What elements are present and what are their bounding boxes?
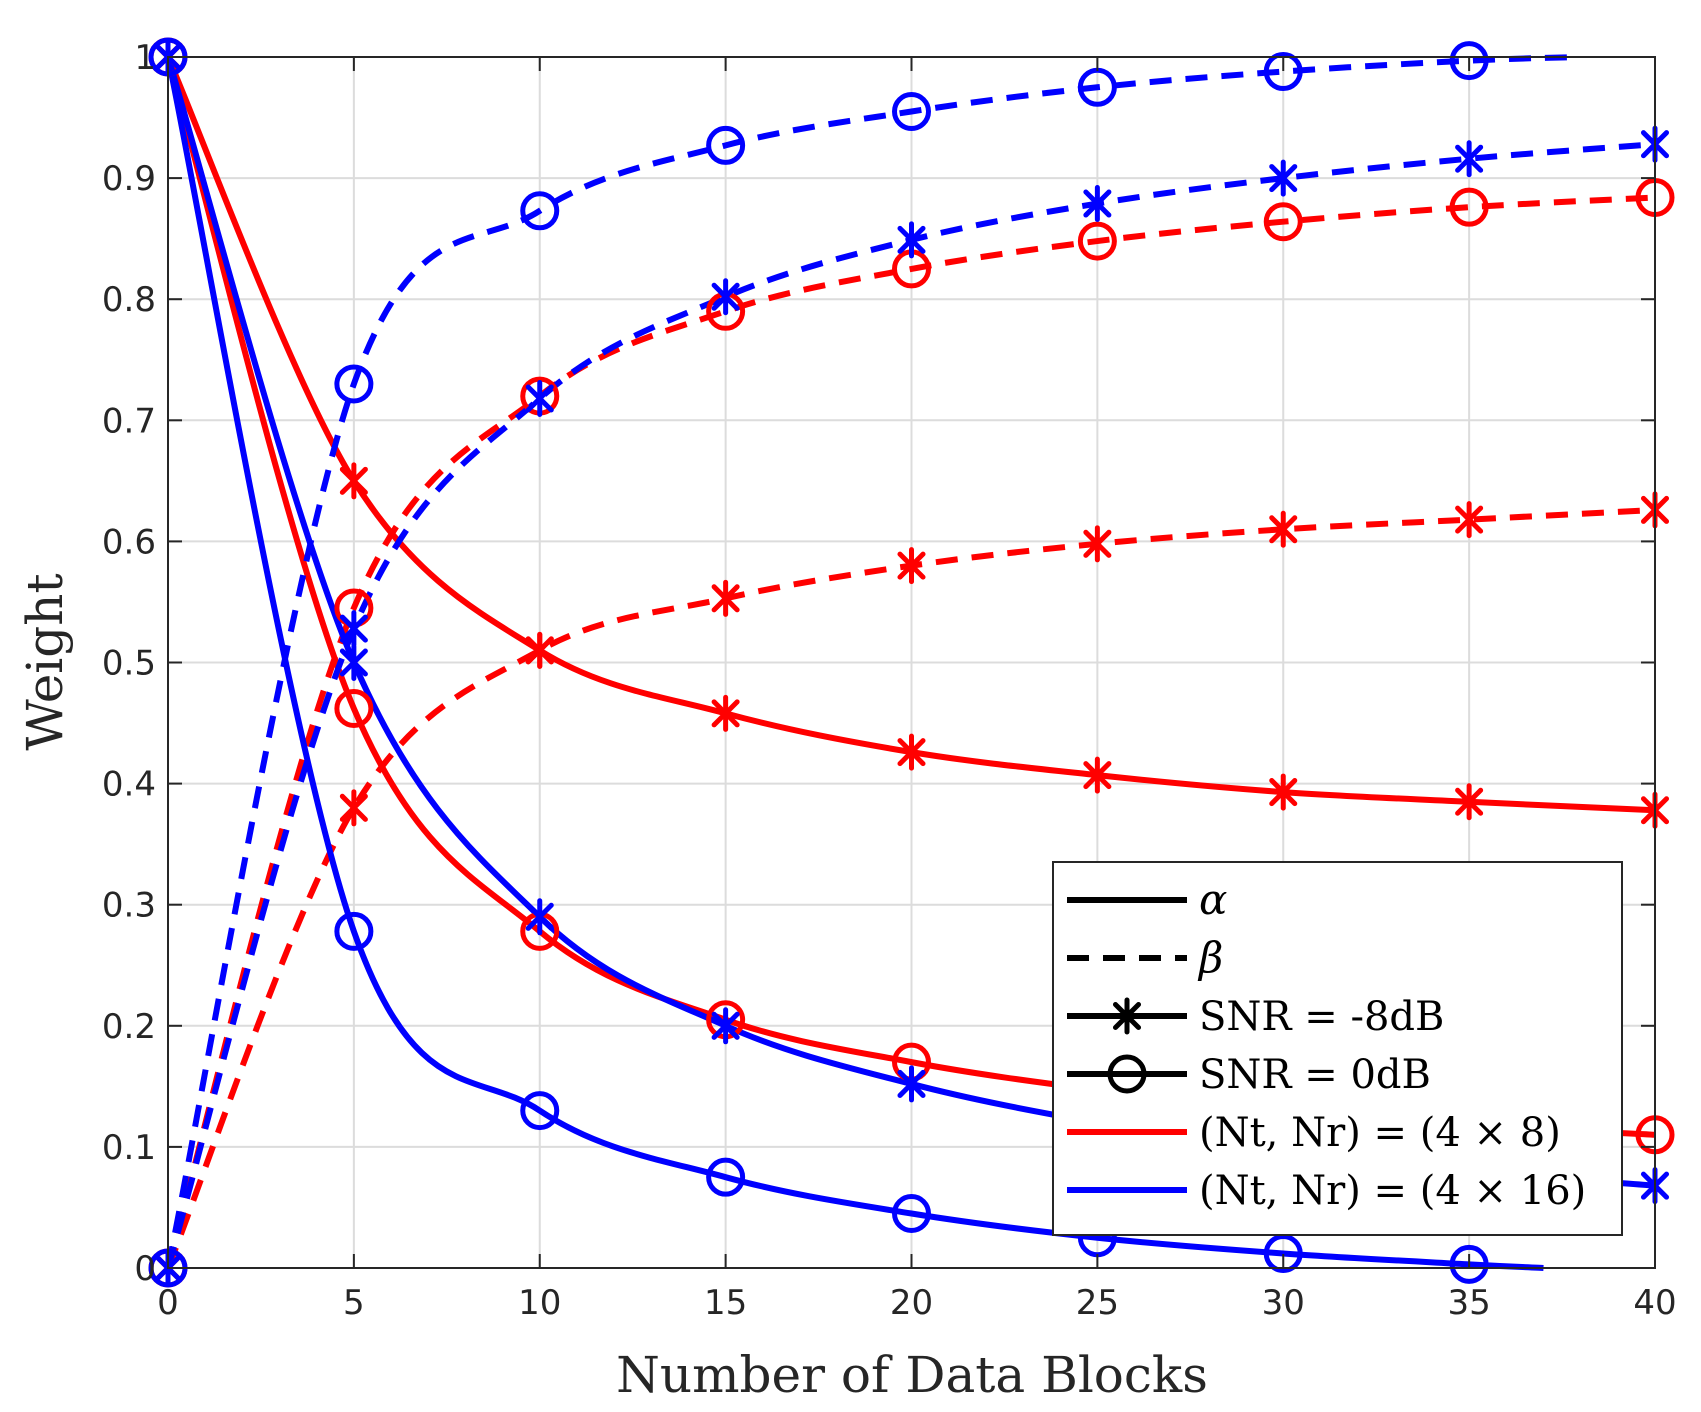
series-6-marker xyxy=(892,1194,931,1234)
series-5-marker xyxy=(897,221,926,259)
legend: αβ SNR = -8dB SNR = 0dB (Nt, Nr) = (4 × 8) (… xyxy=(1052,861,1623,1236)
x-axis-title: Number of Data Blocks xyxy=(616,1346,1208,1404)
series-1-marker xyxy=(897,547,926,585)
x-tick-label: 35 xyxy=(1447,1283,1490,1323)
x-tick-label: 20 xyxy=(890,1283,933,1323)
series-6-marker xyxy=(334,911,374,951)
series-0-marker xyxy=(1269,773,1298,811)
y-tick-label: 0.9 xyxy=(102,159,156,199)
y-tick-label: 0.8 xyxy=(102,280,156,320)
y-tick-label: 0.2 xyxy=(102,1007,156,1047)
series-5-marker xyxy=(339,610,368,648)
series-7-marker xyxy=(520,191,560,231)
series-5-marker xyxy=(1083,185,1112,223)
series-1-marker xyxy=(1083,525,1112,563)
series-4-marker xyxy=(897,1065,926,1103)
series-1-marker xyxy=(525,631,554,669)
x-tick-label: 25 xyxy=(1076,1283,1119,1323)
legend-label-3: SNR = 0dB xyxy=(1199,1052,1431,1098)
series-0-marker xyxy=(1455,783,1484,821)
series-3-marker xyxy=(1263,202,1303,242)
legend-marker-2 xyxy=(1112,997,1142,1035)
series-7-marker xyxy=(334,364,374,404)
series-line-5 xyxy=(165,141,1656,1269)
series-7-marker xyxy=(1449,41,1489,81)
series-5-marker xyxy=(1455,140,1484,178)
series-3-marker xyxy=(1077,221,1117,261)
series-line-6 xyxy=(165,56,1544,1271)
y-tick-label: 1 xyxy=(134,38,156,78)
legend-marker-3 xyxy=(1107,1054,1147,1094)
legend-label-2: SNR = -8dB xyxy=(1199,994,1444,1040)
series-5-marker xyxy=(1269,159,1298,197)
series-7-marker xyxy=(1263,52,1303,92)
series-3-marker xyxy=(1449,187,1489,227)
series-5-marker xyxy=(525,380,554,418)
series-7-marker xyxy=(706,125,746,165)
legend-label-0: α xyxy=(1199,875,1227,924)
x-tick-label: 15 xyxy=(704,1283,747,1323)
series-0-marker xyxy=(711,694,740,732)
series-7-marker xyxy=(892,91,931,131)
series-1-marker xyxy=(1269,510,1298,548)
x-tick-label: 5 xyxy=(343,1283,365,1323)
series-2-marker xyxy=(334,689,374,729)
series-1-marker xyxy=(1455,501,1484,539)
series-0-marker xyxy=(897,733,926,771)
series-0-marker xyxy=(339,462,368,500)
y-tick-label: 0.1 xyxy=(102,1128,156,1168)
series-6-marker xyxy=(706,1157,746,1197)
y-tick-label: 0.4 xyxy=(102,765,156,805)
y-tick-label: 0 xyxy=(134,1249,156,1289)
axis-ticks: 0 5 10 15 20 25 30 35 40 0 0.1 0.2 0.3 0.4 0.5 0.6 0.7 0.… xyxy=(102,38,1677,1323)
series-6-marker xyxy=(520,1091,560,1131)
series-1-marker xyxy=(711,579,740,617)
x-tick-label: 30 xyxy=(1262,1283,1305,1323)
legend-label-4: (Nt, Nr) = (4 × 8) xyxy=(1199,1110,1561,1156)
series-0-marker xyxy=(1083,756,1112,794)
series-4-marker xyxy=(525,898,554,936)
legend-label-1: β xyxy=(1197,933,1223,982)
series-line-3 xyxy=(165,194,1656,1269)
y-tick-label: 0.3 xyxy=(102,886,156,926)
series-4-marker xyxy=(711,1007,740,1045)
y-axis-title: Weight xyxy=(16,573,74,750)
x-tick-label: 0 xyxy=(157,1283,179,1323)
series-6-marker xyxy=(1449,1244,1489,1284)
y-tick-label: 0.5 xyxy=(102,644,156,684)
legend-box xyxy=(1052,861,1623,1236)
y-tick-label: 0.6 xyxy=(102,522,156,562)
y-tick-label: 0.7 xyxy=(102,401,156,441)
series-1-marker xyxy=(339,789,368,827)
x-tick-label: 10 xyxy=(518,1283,561,1323)
series-4-marker xyxy=(339,644,368,681)
series-6-marker xyxy=(1263,1233,1303,1273)
series-5-marker xyxy=(711,278,740,316)
x-tick-label: 40 xyxy=(1633,1283,1676,1323)
legend-label-5: (Nt, Nr) = (4 × 16) xyxy=(1199,1168,1586,1214)
